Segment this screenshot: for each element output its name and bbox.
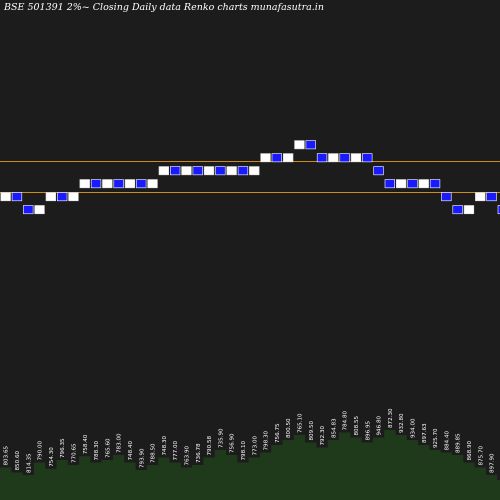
brick-label: 758.40 [83, 434, 89, 454]
brick-label: 946.80 [377, 415, 383, 435]
renko-brick [373, 166, 384, 176]
renko-brick [113, 179, 124, 189]
renko-brick [441, 192, 452, 202]
brick-label: 934.00 [410, 418, 416, 438]
brick-label: 756.75 [275, 423, 281, 443]
renko-brick [23, 205, 34, 215]
renko-brick [170, 166, 181, 176]
brick-label: 793.90 [139, 448, 145, 468]
renko-brick [271, 153, 282, 163]
brick-label: 884.40 [444, 430, 450, 450]
renko-brick [147, 179, 158, 189]
renko-brick [497, 205, 500, 215]
renko-brick [475, 192, 486, 202]
renko-brick [226, 166, 237, 176]
renko-brick [203, 166, 215, 176]
brick-label: 925.70 [433, 428, 439, 448]
brick-label: 748.30 [162, 435, 168, 455]
renko-brick [418, 179, 429, 189]
brick-label: 777.00 [173, 440, 179, 460]
renko-brick [260, 153, 271, 163]
brick-label: 784.80 [343, 410, 349, 430]
renko-brick [282, 153, 294, 163]
brick-label: 783.00 [117, 433, 123, 453]
renko-brick [328, 153, 339, 163]
brick-label: 773.00 [252, 435, 258, 455]
renko-brick [237, 166, 249, 176]
brick-labels-layer: 803.65 850.60 814.35 790.00 754.30 796.35 770.… [4, 408, 496, 473]
brick-label: 897.63 [422, 423, 428, 443]
brick-label: 808.55 [354, 415, 360, 435]
renko-brick [463, 205, 475, 215]
brick-label: 872.30 [388, 408, 394, 428]
brick-label: 897.90 [490, 453, 496, 473]
brick-label: 788.30 [94, 440, 100, 460]
brick-label: 748.40 [128, 440, 134, 460]
brick-label: 770.65 [71, 443, 77, 463]
brick-label: 896.95 [365, 420, 371, 440]
renko-brick [249, 166, 260, 176]
brick-label: 790.00 [38, 440, 44, 460]
reference-lines-layer [0, 161, 500, 193]
brick-label: 788.50 [151, 443, 157, 463]
chart-title: BSE 501391 2%~ Closing Daily data Renko … [4, 2, 324, 13]
renko-brick [407, 179, 418, 189]
brick-label: 932.80 [399, 413, 405, 433]
renko-brick [0, 192, 11, 202]
renko-brick [11, 192, 23, 202]
renko-brick [158, 166, 169, 176]
brick-label: 763.90 [184, 445, 190, 465]
brick-label: 875.70 [478, 445, 484, 465]
renko-brick [350, 153, 362, 163]
brick-label: 735.90 [218, 428, 224, 448]
volume-area [0, 430, 500, 500]
brick-label: 798.30 [264, 430, 270, 450]
brick-label: 800.50 [286, 418, 292, 438]
brick-label: 756.90 [230, 433, 236, 453]
renko-brick [362, 153, 373, 163]
renko-brick [384, 179, 395, 189]
volume-layer [0, 430, 500, 500]
renko-brick [294, 140, 305, 150]
brick-label: 736.78 [196, 443, 202, 463]
renko-brick [45, 192, 56, 202]
brick-label: 803.65 [4, 445, 10, 465]
renko-brick [34, 205, 45, 215]
brick-label: 792.30 [320, 425, 326, 445]
renko-brick [192, 166, 203, 176]
renko-brick [90, 179, 102, 189]
renko-brick [486, 192, 497, 202]
renko-brick [56, 192, 68, 202]
brick-label: 765.60 [105, 438, 111, 458]
renko-brick [316, 153, 328, 163]
renko-brick [102, 179, 113, 189]
brick-label: 814.35 [26, 453, 32, 473]
renko-brick [79, 179, 90, 189]
bricks-layer [0, 140, 500, 215]
brick-label: 850.60 [15, 450, 21, 470]
brick-label: 854.83 [331, 418, 337, 438]
renko-brick [124, 179, 136, 189]
renko-brick [215, 166, 226, 176]
brick-label: 889.85 [456, 433, 462, 453]
brick-label: 754.30 [49, 447, 55, 467]
renko-brick [339, 153, 350, 163]
brick-label: 809.50 [309, 420, 315, 440]
renko-brick [305, 140, 316, 150]
renko-brick [68, 192, 79, 202]
renko-brick [136, 179, 147, 189]
brick-label: 798.10 [241, 440, 247, 460]
renko-brick [429, 179, 441, 189]
brick-label: 765.10 [297, 413, 303, 433]
brick-label: 796.35 [60, 438, 66, 458]
brick-label: 868.90 [467, 440, 473, 460]
renko-brick [181, 166, 192, 176]
renko-brick [395, 179, 407, 189]
renko-brick [452, 205, 463, 215]
brick-label: 790.58 [207, 435, 213, 455]
